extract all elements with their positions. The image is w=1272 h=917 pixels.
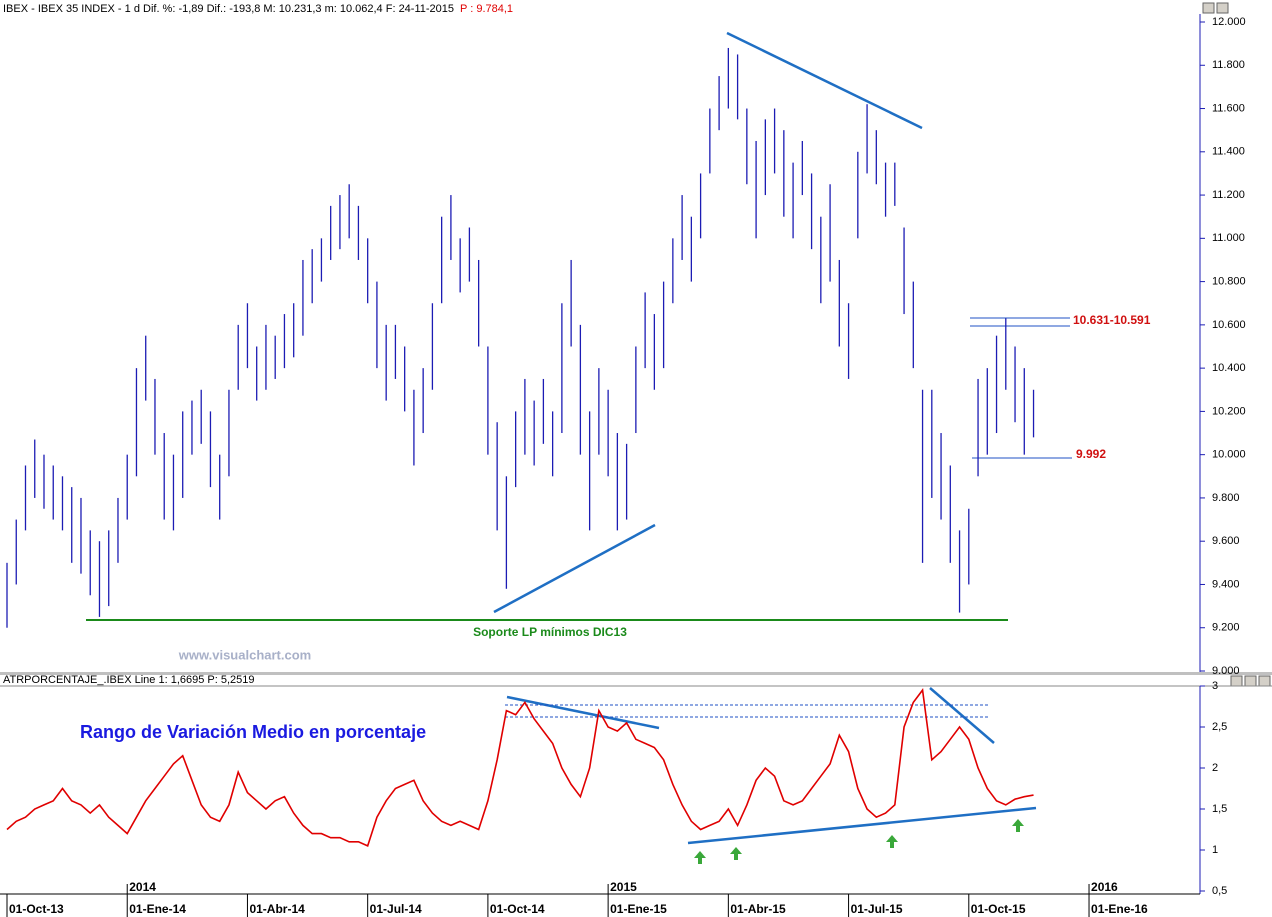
x-tick-label: 01-Ene-16 <box>1091 902 1148 916</box>
y-tick-label: 2,5 <box>1212 721 1227 733</box>
year-label: 2015 <box>610 880 637 894</box>
watermark: www.visualchart.com <box>178 647 311 662</box>
y-tick-label: 2 <box>1212 762 1218 774</box>
support-label: 9.992 <box>1076 447 1106 461</box>
arrow <box>886 835 898 848</box>
minimize[interactable] <box>1230 675 1243 687</box>
trend-line <box>687 806 1037 845</box>
y-tick-label: 9.800 <box>1212 492 1240 504</box>
y-tick-label: 10.600 <box>1212 319 1246 331</box>
arrows <box>694 819 1024 864</box>
y-tick-label: 1 <box>1212 844 1218 856</box>
y-tick-label: 10.800 <box>1212 276 1246 288</box>
year-label: 2016 <box>1091 880 1118 894</box>
x-tick-label: 01-Jul-14 <box>370 902 422 916</box>
y-tick-label: 11.000 <box>1212 232 1245 244</box>
atr-title: ATRPORCENTAJE_.IBEX Line 1: 1,6695 P: 5,… <box>3 674 255 686</box>
y-tick-label: 3 <box>1212 680 1218 692</box>
y-tick-label: 11.400 <box>1212 146 1245 158</box>
panel-separator <box>0 672 1272 675</box>
header-info: IBEX - IBEX 35 INDEX - 1 d Dif. %: -1,89… <box>3 3 454 15</box>
header-bar <box>0 0 1200 17</box>
minimize[interactable] <box>1202 2 1215 14</box>
atr-annotation: Rango de Variación Medio en porcentaje <box>80 722 426 742</box>
atr-line <box>6 688 1034 847</box>
x-tick-label: 01-Oct-15 <box>971 902 1026 916</box>
trend-lines <box>86 31 1072 845</box>
maximize[interactable] <box>1244 675 1257 687</box>
y-tick-label: 10.000 <box>1212 449 1246 461</box>
x-tick-label: 01-Ene-15 <box>610 902 667 916</box>
x-tick-label: 01-Oct-13 <box>9 902 64 916</box>
y-tick-label: 9.000 <box>1212 665 1240 677</box>
trend-line <box>493 523 656 614</box>
close[interactable] <box>1258 675 1271 687</box>
trend-line <box>726 31 923 130</box>
arrow <box>730 847 742 860</box>
x-tick-label: 01-Oct-14 <box>490 902 545 916</box>
header-price: P : 9.784,1 <box>460 3 513 15</box>
y-tick-label: 11.200 <box>1212 189 1245 201</box>
arrow <box>1012 819 1024 832</box>
y-tick-label: 11.800 <box>1212 59 1245 71</box>
x-tick-label: 01-Jul-15 <box>851 902 903 916</box>
y-tick-label: 10.400 <box>1212 362 1246 374</box>
trend-line <box>929 687 995 744</box>
y-tick-label: 0,5 <box>1212 885 1227 897</box>
x-tick-label: 01-Ene-14 <box>129 902 186 916</box>
x-tick-label: 01-Abr-15 <box>730 902 786 916</box>
trend-line <box>506 695 660 730</box>
y-tick-label: 11.600 <box>1212 102 1245 114</box>
y-tick-label: 9.200 <box>1212 622 1240 634</box>
y-tick-label: 9.600 <box>1212 535 1240 547</box>
y-tick-label: 1,5 <box>1212 803 1227 815</box>
resistance-label: 10.631-10.591 <box>1073 313 1151 327</box>
y-tick-label: 12.000 <box>1212 16 1246 28</box>
x-tick-label: 01-Abr-14 <box>249 902 305 916</box>
y-tick-label: 10.200 <box>1212 405 1246 417</box>
arrow <box>694 851 706 864</box>
support-lp-label: Soporte LP mínimos DIC13 <box>473 625 627 639</box>
year-label: 2014 <box>129 880 156 894</box>
y-tick-label: 9.400 <box>1212 578 1240 590</box>
maximize[interactable] <box>1216 2 1229 14</box>
